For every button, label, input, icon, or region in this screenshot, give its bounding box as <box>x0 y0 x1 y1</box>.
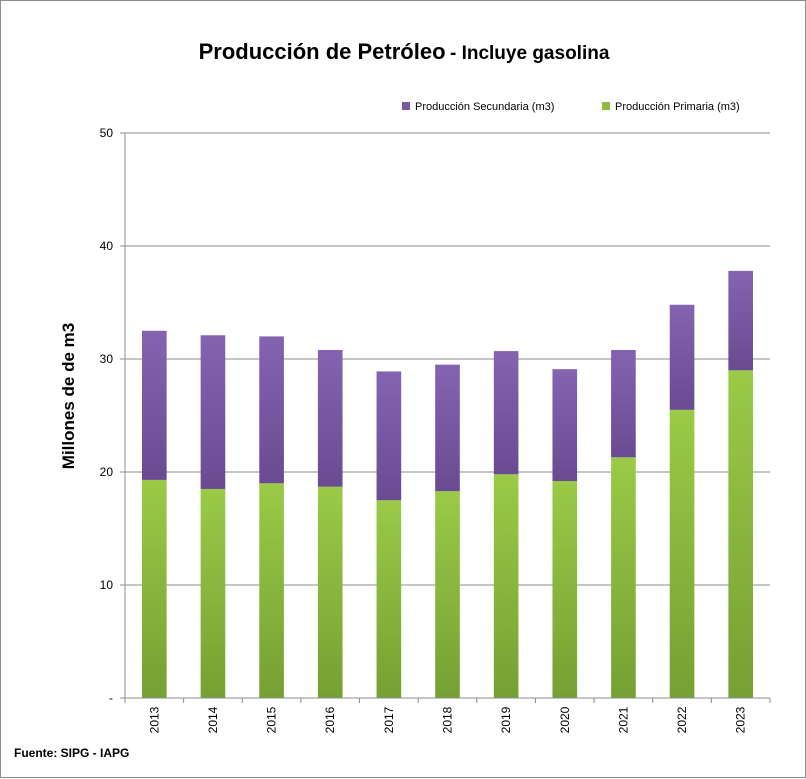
bar-primaria-2022 <box>669 409 695 698</box>
bar-primaria-2017 <box>376 500 402 698</box>
bar-primaria-2023 <box>728 370 753 698</box>
bars <box>142 270 753 698</box>
y-tick-label: 40 <box>100 239 114 253</box>
bar-primaria-2020 <box>552 481 578 698</box>
legend-label: Producción Secundaria (m3) <box>415 101 554 113</box>
x-tick-label: 2017 <box>382 706 396 733</box>
bar-secundaria-2014 <box>200 335 226 489</box>
chart-title-main: Producción de Petróleo <box>198 39 446 64</box>
y-tick-label: - <box>109 691 113 705</box>
bar-secundaria-2017 <box>376 371 402 501</box>
legend: Producción Secundaria (m3) Producción Pri… <box>402 101 740 113</box>
x-tick-label: 2016 <box>323 706 337 733</box>
x-tick-label: 2014 <box>206 706 220 733</box>
legend-label: Producción Primaria (m3) <box>615 101 740 113</box>
x-tick-label: 2013 <box>147 706 161 733</box>
bar-secundaria-2023 <box>728 270 753 371</box>
x-tick-label: 2019 <box>499 706 513 733</box>
bar-secundaria-2013 <box>142 330 167 480</box>
bar-primaria-2013 <box>142 479 167 698</box>
bar-primaria-2021 <box>611 457 636 698</box>
source-note: Fuente: SIPG - IAPG <box>14 746 130 760</box>
legend-swatch <box>402 102 410 110</box>
y-tick-label: 30 <box>100 352 114 366</box>
chart-subtitle: - Incluye gasolina <box>449 43 610 64</box>
bar-secundaria-2016 <box>317 349 343 487</box>
bar-secundaria-2015 <box>259 336 284 484</box>
bar-secundaria-2021 <box>611 349 636 458</box>
bar-secundaria-2019 <box>493 351 519 475</box>
x-tick-label: 2015 <box>265 706 279 733</box>
x-tick-label: 2020 <box>558 706 572 733</box>
x-tick-label: 2022 <box>675 706 689 733</box>
bar-secundaria-2018 <box>435 364 460 492</box>
bar-primaria-2016 <box>317 486 343 698</box>
legend-swatch <box>602 102 610 110</box>
bar-primaria-2014 <box>200 488 226 698</box>
bar-secundaria-2022 <box>669 304 695 410</box>
x-tick-label: 2021 <box>616 706 630 733</box>
x-tick-label: 2018 <box>441 706 455 733</box>
bar-primaria-2018 <box>435 491 460 698</box>
y-tick-label: 20 <box>100 465 114 479</box>
bar-primaria-2015 <box>259 483 284 698</box>
chart-title: Producción de Petróleo - Incluye gasolin… <box>1 39 806 65</box>
axes: - 10 20 30 40 50 2013 2014 2015 2016 2017 2018 2019 2… <box>100 126 771 733</box>
y-tick-label: 50 <box>100 126 114 140</box>
x-tick-label: 2023 <box>734 706 748 733</box>
y-axis-label: Millones de de m3 <box>59 323 78 469</box>
y-tick-label: 10 <box>100 578 114 592</box>
bar-secundaria-2020 <box>552 369 578 482</box>
bar-primaria-2019 <box>493 474 519 698</box>
